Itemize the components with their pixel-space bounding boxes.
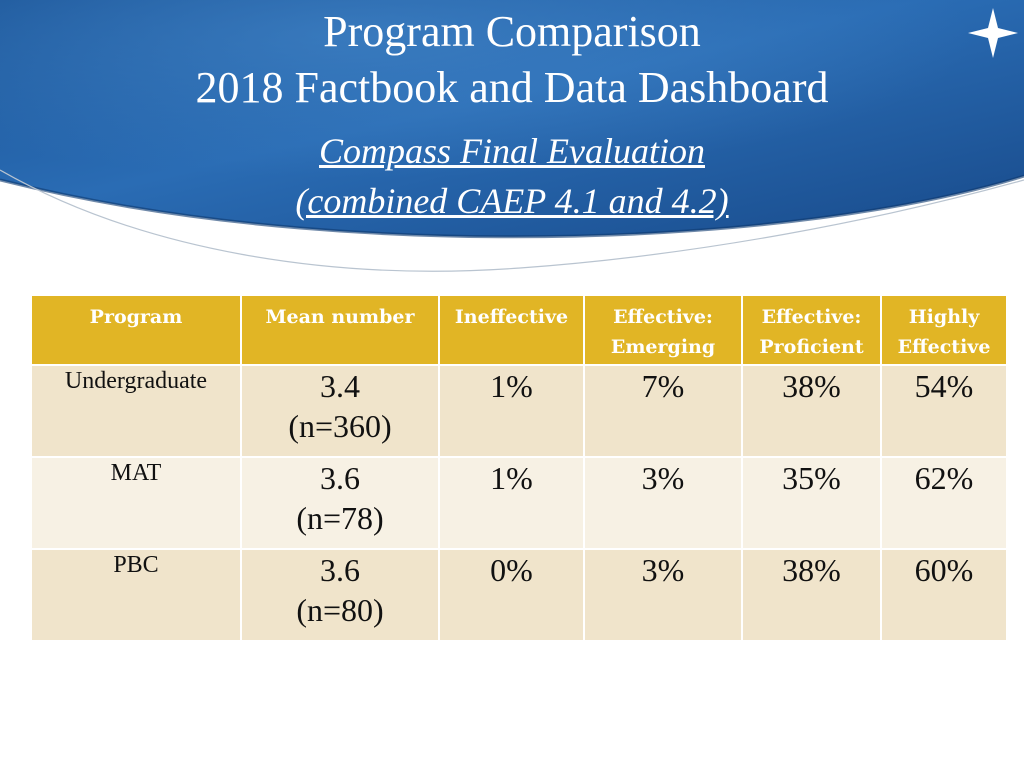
proficient-cell: 38% (741, 548, 882, 642)
header-ineffective: Ineffective (438, 294, 585, 366)
proficient-cell: 38% (741, 364, 882, 458)
sample-size: (n=78) (296, 500, 384, 536)
mean-value: 3.4 (320, 368, 360, 404)
sample-size: (n=80) (296, 592, 384, 628)
table-row: MAT 3.6 (n=78) 1% 3% 35% 62% (30, 456, 1008, 550)
header-program: Program (30, 294, 242, 366)
slide-subtitle-line2: (combined CAEP 4.1 and 4.2) (295, 181, 729, 221)
header-banner (0, 0, 1024, 272)
ineffective-cell: 0% (438, 548, 585, 642)
highly-effective-cell: 54% (880, 364, 1008, 458)
emerging-cell: 3% (583, 548, 743, 642)
sample-size: (n=360) (288, 408, 392, 444)
table-header-row: Program Mean number Ineffective Effectiv… (30, 294, 1008, 366)
ineffective-cell: 1% (438, 364, 585, 458)
highly-effective-cell: 60% (880, 548, 1008, 642)
slide-title-line1: Program Comparison (323, 7, 701, 56)
proficient-cell: 35% (741, 456, 882, 550)
ineffective-cell: 1% (438, 456, 585, 550)
mean-cell: 3.4 (n=360) (240, 364, 440, 458)
header-effective-emerging: Effective: Emerging (583, 294, 743, 366)
header-highly-effective: Highly Effective (880, 294, 1008, 366)
header-effective-proficient: Effective: Proficient (741, 294, 882, 366)
highly-effective-cell: 62% (880, 456, 1008, 550)
slide-title-block: Program Comparison 2018 Factbook and Dat… (0, 4, 1024, 226)
mean-cell: 3.6 (n=80) (240, 548, 440, 642)
program-cell: Undergraduate (30, 364, 242, 458)
slide-title-line2: 2018 Factbook and Data Dashboard (195, 63, 829, 112)
header-mean-number: Mean number (240, 294, 440, 366)
mean-cell: 3.6 (n=78) (240, 456, 440, 550)
star-icon (968, 8, 1018, 58)
program-comparison-table: Program Mean number Ineffective Effectiv… (30, 294, 1008, 642)
mean-value: 3.6 (320, 460, 360, 496)
emerging-cell: 3% (583, 456, 743, 550)
table-row: PBC 3.6 (n=80) 0% 3% 38% 60% (30, 548, 1008, 642)
emerging-cell: 7% (583, 364, 743, 458)
slide-subtitle-line1: Compass Final Evaluation (319, 131, 705, 171)
program-cell: MAT (30, 456, 242, 550)
table-row: Undergraduate 3.4 (n=360) 1% 7% 38% 54% (30, 364, 1008, 458)
mean-value: 3.6 (320, 552, 360, 588)
program-cell: PBC (30, 548, 242, 642)
